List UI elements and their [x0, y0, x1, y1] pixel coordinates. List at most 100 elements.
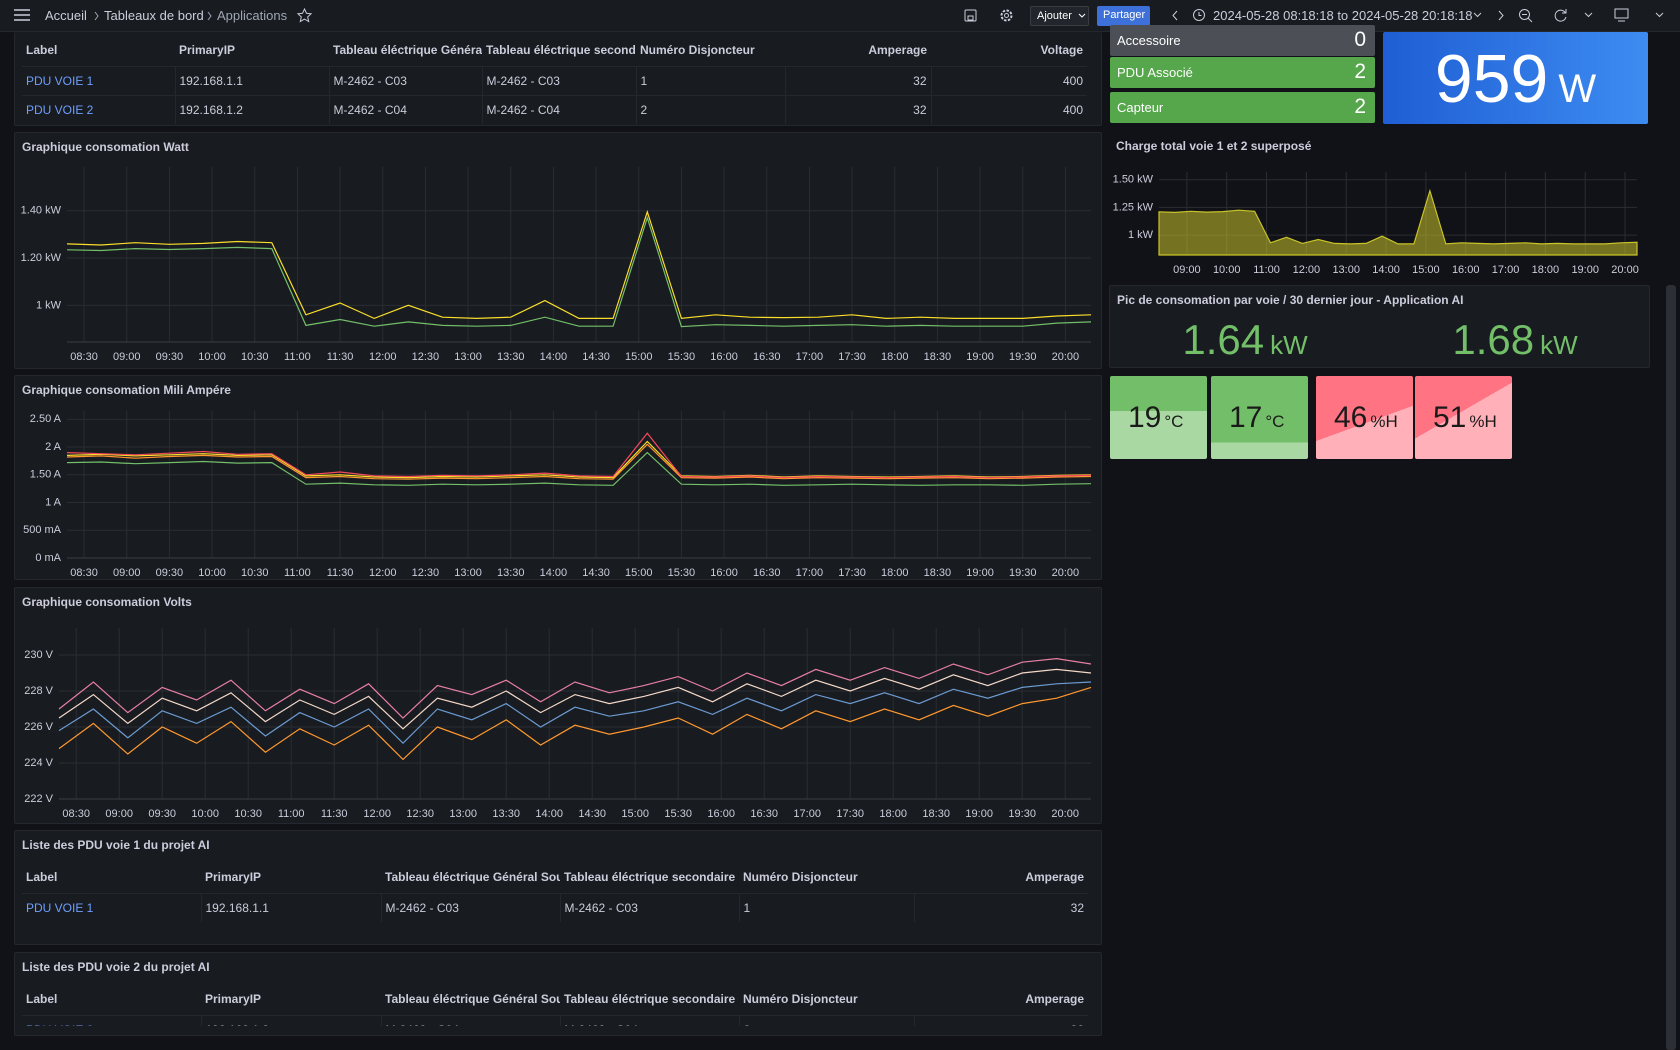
x-tick-label: 13:00: [454, 351, 482, 363]
breadcrumb: Applications: [217, 8, 288, 23]
y-tick-label: 222 V: [24, 793, 53, 805]
x-tick-label: 12:00: [369, 351, 397, 363]
stat-unit: kW: [1270, 330, 1308, 360]
y-tick-label: 0 mA: [35, 552, 61, 564]
refresh-icon[interactable]: [1553, 8, 1568, 23]
link-cell[interactable]: PDU VOIE 2: [22, 1014, 202, 1026]
series-line: [58, 686, 1092, 761]
stat-unit: W: [1558, 67, 1597, 111]
column-header: Numéro Disjoncteur: [743, 869, 858, 884]
x-tick-label: 09:00: [1173, 264, 1201, 276]
x-tick-label: 15:30: [668, 351, 696, 363]
x-tick-label: 20:00: [1052, 567, 1080, 579]
x-tick-label: 12:00: [1293, 264, 1321, 276]
link-cell[interactable]: PDU VOIE 1: [22, 65, 176, 95]
menu-icon[interactable]: [13, 8, 31, 22]
series-line: [66, 209, 1092, 320]
table-cell: 192.168.1.2: [201, 1014, 382, 1026]
scrollbar[interactable]: [1666, 285, 1676, 1050]
x-tick-label: 19:00: [965, 808, 993, 820]
x-tick-label: 18:30: [924, 567, 952, 579]
x-tick-label: 11:00: [278, 808, 305, 820]
x-tick-label: 13:00: [454, 567, 482, 579]
y-tick-label: 500 mA: [23, 524, 62, 536]
chart: 1 kW 1.20 kW 1.40 kW 08:30 09:00 09:30 10:00 10…: [21, 167, 1092, 363]
table-cell: M-2462 - C03: [560, 892, 740, 922]
y-tick-label: 1.40 kW: [21, 205, 62, 217]
y-tick-label: 226 V: [24, 721, 53, 733]
x-tick-label: 17:00: [1492, 264, 1520, 276]
chevron[interactable]: [1655, 12, 1664, 19]
column-header: Tableau éléctrique secondaire: [564, 869, 736, 884]
chevron[interactable]: [1584, 12, 1593, 19]
x-tick-label: 17:00: [796, 567, 824, 579]
table-cell: M-2462 - C04: [482, 94, 637, 124]
y-tick-label: 1 kW: [1128, 229, 1154, 241]
temperature-tile: 19 °C: [1110, 376, 1207, 459]
column-header: Amperage: [1025, 991, 1084, 1006]
data-table: Label PrimaryIP Tableau éléctrique Général…: [22, 34, 1087, 124]
y-tick-label: 1.50 A: [30, 469, 62, 481]
stat-label: Capteur: [1117, 100, 1164, 115]
watt-panel: Graphique consomation Watt 1 kW 1.20 kW 1.4…: [14, 132, 1102, 369]
x-tick-label: 14:30: [582, 567, 610, 579]
x-tick-label: 11:30: [327, 567, 354, 579]
clock-icon: [1193, 9, 1205, 21]
x-tick-label: 17:00: [793, 808, 821, 820]
separator: [207, 11, 212, 21]
column-header: Numéro Disjoncteur: [640, 42, 755, 57]
amp-panel: Graphique consomation Mili Ampére 0 mA 500…: [14, 375, 1102, 580]
settings-icon[interactable]: [999, 8, 1014, 23]
x-tick-label: 15:00: [625, 351, 653, 363]
link-cell[interactable]: PDU VOIE 1: [22, 892, 202, 922]
panel-title: Liste des PDU voie 1 du projet AI: [22, 838, 210, 852]
x-tick-label: 16:00: [1452, 264, 1480, 276]
column-header: Amperage: [868, 42, 927, 57]
table-cell: 192.168.1.2: [175, 94, 330, 124]
x-tick-label: 09:00: [105, 808, 133, 820]
stat-value: 1.64: [1182, 316, 1265, 363]
breadcrumb[interactable]: Tableaux de bord: [104, 8, 204, 23]
add-button[interactable]: Ajouter: [1030, 6, 1089, 26]
table-cell: M-2462 - C04: [329, 94, 483, 124]
peak-stat: 1.68 kW: [1380, 316, 1649, 364]
y-tick-label: 224 V: [24, 757, 53, 769]
next-icon[interactable]: [1497, 10, 1505, 21]
chevron[interactable]: [1473, 12, 1482, 19]
panel-title: Graphique consomation Volts: [22, 595, 192, 609]
x-tick-label: 18:00: [881, 567, 909, 579]
value: 19: [1128, 401, 1162, 434]
table-cell: 32: [914, 892, 1088, 922]
x-tick-label: 13:00: [449, 808, 477, 820]
tv-icon[interactable]: [1614, 8, 1629, 22]
x-tick-label: 14:00: [1372, 264, 1400, 276]
header-row: Label PrimaryIP Tableau éléctrique Général…: [22, 983, 1088, 1015]
x-tick-label: 12:30: [412, 567, 440, 579]
stat-label: PDU Associé: [1117, 65, 1193, 80]
save-icon[interactable]: [964, 9, 977, 22]
sensor-value: 46 %H: [1334, 401, 1398, 435]
x-tick-label: 17:30: [836, 808, 864, 820]
link-cell[interactable]: PDU VOIE 2: [22, 94, 176, 124]
share-button[interactable]: Partager: [1097, 6, 1150, 26]
x-tick-label: 18:00: [879, 808, 907, 820]
header-row: Label PrimaryIP Tableau éléctrique Général…: [22, 34, 1087, 66]
table-cell: 1: [739, 892, 915, 922]
button-label: Ajouter: [1037, 10, 1072, 22]
prev-icon[interactable]: [1171, 10, 1179, 21]
x-tick-label: 09:00: [113, 567, 141, 579]
breadcrumb[interactable]: Accueil: [45, 8, 87, 23]
star-icon[interactable]: [297, 8, 312, 23]
table-cell: 192.168.1.1: [201, 892, 382, 922]
zoom-out-icon[interactable]: [1518, 8, 1533, 23]
unit: %H: [1370, 412, 1398, 431]
x-tick-label: 09:30: [148, 808, 176, 820]
x-tick-label: 19:00: [966, 567, 994, 579]
humidity-tile: 46 %H: [1316, 376, 1413, 459]
column-header: Tableau éléctrique Général Source: [333, 42, 482, 57]
x-tick-label: 17:00: [796, 351, 824, 363]
time-range[interactable]: 2024-05-28 08:18:18 to 2024-05-28 20:18:…: [1213, 8, 1473, 23]
